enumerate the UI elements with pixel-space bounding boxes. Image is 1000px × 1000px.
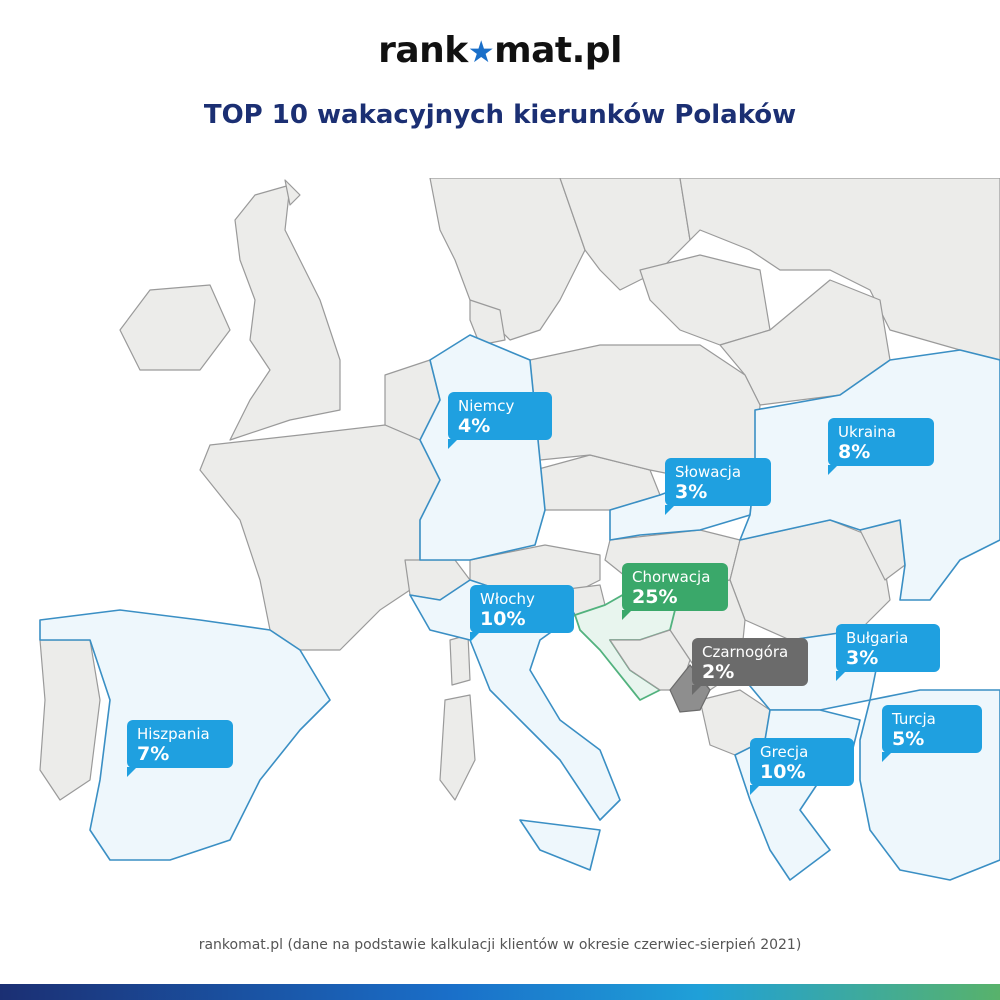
callout-grecja: Grecja 10%	[750, 738, 854, 795]
callout-value: 5%	[892, 728, 925, 750]
island-sicily	[519, 819, 601, 871]
callout-country: Bułgaria	[846, 629, 909, 647]
country-norway-sweden	[429, 177, 586, 341]
country-montenegro	[669, 664, 711, 713]
callout-value: 2%	[702, 661, 735, 683]
callout-country: Włochy	[480, 590, 535, 608]
callout-country: Niemcy	[458, 397, 515, 415]
callout-turcja: Turcja 5%	[882, 705, 982, 762]
callout-wlochy: Włochy 10%	[470, 585, 574, 642]
island-sardinia	[439, 694, 476, 801]
callout-country: Chorwacja	[632, 568, 711, 586]
brand-gradient-bar	[0, 984, 1000, 1000]
callout-value: 3%	[846, 647, 879, 669]
callout-country: Hiszpania	[137, 725, 210, 743]
callout-slowacja: Słowacja 3%	[665, 458, 771, 515]
callout-value: 10%	[480, 608, 526, 630]
callout-country: Czarnogóra	[702, 643, 789, 661]
callout-niemcy: Niemcy 4%	[448, 392, 552, 449]
callout-country: Turcja	[892, 710, 936, 728]
callout-country: Grecja	[760, 743, 809, 761]
brand-logo: rank★mat.pl	[0, 30, 1000, 71]
logo-text-right: mat.pl	[494, 30, 622, 71]
callout-value: 8%	[838, 441, 871, 463]
country-portugal	[39, 639, 101, 801]
callout-value: 25%	[632, 586, 678, 608]
callout-value: 4%	[458, 415, 491, 437]
callout-ukraina: Ukraina 8%	[828, 418, 934, 475]
country-russia-north	[679, 177, 1000, 361]
star-icon: ★	[467, 35, 495, 70]
logo-text-left: rank	[378, 30, 468, 71]
country-ukraine	[739, 349, 1000, 601]
source-footnote: rankomat.pl (dane na podstawie kalkulacj…	[198, 937, 802, 953]
page-title: TOP 10 wakacyjnych kierunków Polaków	[203, 100, 797, 130]
callout-czarnogora: Czarnogóra 2%	[692, 638, 808, 695]
island-corsica	[449, 634, 471, 686]
country-denmark	[469, 299, 506, 346]
country-ireland	[119, 284, 231, 371]
callout-country: Słowacja	[675, 463, 742, 481]
callout-value: 7%	[137, 743, 170, 765]
callout-hiszpania: Hiszpania 7%	[127, 720, 233, 777]
islands-north	[284, 179, 301, 206]
europe-map	[0, 177, 1000, 920]
callout-chorwacja: Chorwacja 25%	[622, 563, 728, 620]
callout-value: 10%	[760, 761, 806, 783]
country-baltics	[639, 254, 771, 346]
country-france	[199, 424, 441, 651]
callout-bulgaria: Bułgaria 3%	[836, 624, 940, 681]
country-germany	[419, 334, 546, 561]
callout-value: 3%	[675, 481, 708, 503]
map-svg	[39, 177, 1000, 881]
country-uk	[229, 184, 341, 441]
callout-country: Ukraina	[838, 423, 896, 441]
